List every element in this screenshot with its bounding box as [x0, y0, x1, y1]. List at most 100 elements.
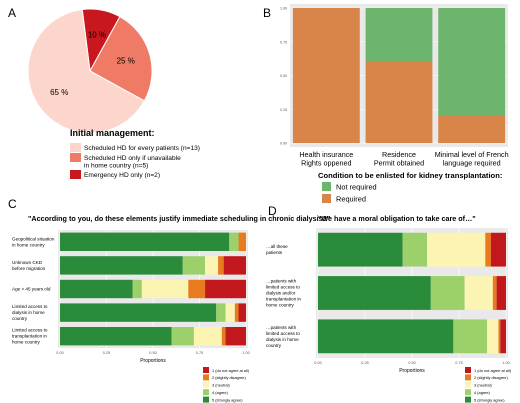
- chart-chartC-bar-segment: [188, 279, 206, 299]
- stacked-bar-chart-c: 0.00 0.25 0.50 0.75 1.00 Proportions Geopoliti…: [12, 230, 250, 403]
- chart-chartD-bar-segment: [464, 276, 493, 310]
- chart-b-legend-title: Condition to be enlisted for kidney tran…: [318, 171, 502, 180]
- chart-chartD-xtick: 1.00: [502, 361, 509, 365]
- chart-chartC-bar-segment: [60, 279, 133, 299]
- chart-chartC-bar-segment: [205, 279, 246, 299]
- chart-chartD-xtick: 0.75: [455, 361, 462, 365]
- panel-letter-b: B: [263, 6, 271, 20]
- chart-chartC-xlabel: Proportions: [140, 358, 166, 364]
- chart-chartC-bar-segment: [60, 303, 217, 322]
- chart-chartC-bar-segment: [238, 232, 246, 252]
- chart-b-bar-required: [438, 116, 506, 143]
- chart-chartC-bar-segment: [205, 256, 219, 275]
- chart-chartD-xtick: 0.50: [408, 361, 415, 365]
- chart-chartC-bar-segment: [182, 256, 206, 275]
- chart-chartD-bar-segment: [318, 232, 403, 267]
- chart-chartC-bar-segment: [221, 326, 226, 346]
- stacked-bar-chart-d: 0.00 0.25 0.50 0.75 1.00 Proportions …all thes…: [266, 228, 512, 403]
- pie-legend-label-2: Emergency HD only (n=2): [84, 172, 160, 179]
- chart-chartC-legend-swatch: [203, 381, 209, 388]
- chart-chartC-bar-segment: [60, 232, 230, 252]
- chart-chartC-legend-label: 2 (slightly disagree): [212, 375, 246, 380]
- chart-chartC-category-label: Geopolitical situation in home country: [12, 236, 55, 247]
- pie-legend: Scheduled HD for every patients (n=13) Sc…: [70, 143, 200, 179]
- chart-b-bar-required: [292, 8, 360, 143]
- pie-chart-a: 10 % 25 % 65 %: [27, 8, 153, 134]
- chart-chartD-legend-swatch: [465, 374, 471, 381]
- chart-chartC-category-label: Age < 45 years old: [12, 287, 51, 292]
- chart-b-ytick: 0.50: [280, 74, 287, 78]
- pie-legend-title: Initial management:: [70, 128, 155, 138]
- pie-legend-swatch-2: [70, 170, 81, 179]
- chart-chartC-category-label: Limited access to transplantation in home …: [12, 328, 48, 345]
- chart-chartC-bar-segment: [238, 303, 246, 322]
- chart-b-legend-label-required: Required: [336, 195, 366, 204]
- chart-b-ytick: 0.25: [280, 108, 287, 112]
- pie-slice-label-2: 10 %: [88, 30, 106, 39]
- panel-letter-d: D: [268, 204, 277, 218]
- chart-chartD-legend-label: 1 (do not agree at all): [474, 368, 512, 373]
- chart-chartD-legend-label: 3 (neutral): [474, 383, 492, 388]
- chart-chartD-xtick: 0.25: [361, 361, 368, 365]
- chart-chartC-bar-segment: [193, 326, 222, 346]
- chart-chartC-bar-segment: [171, 326, 194, 346]
- chart-chartC-xtick: 0.25: [103, 351, 110, 355]
- chart-chartC-bar-segment: [141, 279, 189, 299]
- pie-slice-label-0: 65 %: [50, 88, 68, 97]
- chart-chartD-legend-swatch: [465, 381, 471, 388]
- chart-chartD-legend-swatch: [465, 396, 471, 403]
- chart-b-legend-swatch-not-required: [322, 182, 331, 191]
- chart-b-bar-not-required: [438, 8, 506, 116]
- chart-chartD-category-label: …patients with limited access to dialysis …: [266, 279, 301, 308]
- chart-chartC-bar-segment: [225, 303, 235, 322]
- chart-d-title: "We have a moral obligation to take care…: [318, 214, 476, 223]
- chart-chartD-bar-segment: [498, 319, 501, 354]
- chart-b-category-label: Residence Permit obtained: [374, 150, 424, 168]
- chart-b-legend-label-not-required: Not required: [336, 183, 377, 192]
- chart-chartD-bar-segment: [487, 319, 499, 354]
- chart-b-bar-required: [365, 62, 433, 143]
- chart-chartC-bar-segment: [60, 256, 183, 275]
- chart-c-title: "According to you, do these elements jus…: [28, 214, 330, 223]
- chart-chartC-xtick: 0.00: [56, 351, 63, 355]
- chart-b-bar-not-required: [365, 8, 433, 62]
- pie-slice-0: [27, 8, 146, 134]
- chart-chartC-legend-swatch: [203, 374, 209, 381]
- chart-b-ytick: 0.75: [280, 40, 287, 44]
- chart-chartC-legend-swatch: [203, 389, 209, 396]
- chart-chartD-category-label: …all these patients: [266, 244, 288, 255]
- chart-chartC-legend-label: 5 (strongly agree): [212, 397, 243, 402]
- pie-legend-label-1: Scheduled HD only if unavailable in home …: [84, 155, 181, 170]
- chart-chartD-bar-segment: [485, 232, 491, 267]
- panel-letter-c: C: [8, 197, 17, 211]
- chart-chartD-bar-segment: [492, 276, 497, 310]
- chart-b-ytick: 0.00: [280, 142, 287, 146]
- chart-chartC-legend-swatch: [203, 367, 209, 373]
- chart-chartC-legend-label: 1 (do not agree at all): [212, 368, 250, 373]
- chart-chartC-bar-segment: [225, 326, 246, 346]
- chart-chartD-bar-segment: [402, 232, 428, 267]
- chart-chartD-xlabel: Proportions: [399, 368, 425, 374]
- chart-chartD-legend-swatch: [465, 367, 471, 373]
- pie-legend-swatch-0: [70, 143, 81, 152]
- chart-chartC-category-label: Limited access to dialysis in home country: [12, 304, 48, 321]
- chart-chartC-xtick: 1.00: [242, 351, 249, 355]
- chart-chartD-xtick: 0.00: [314, 361, 321, 365]
- chart-b-category-label: Health insurance Rights oppened: [299, 150, 353, 168]
- chart-chartD-bar-segment: [427, 232, 486, 267]
- chart-chartC-bar-segment: [60, 326, 172, 346]
- panel-letter-a: A: [8, 6, 16, 20]
- chart-chartD-legend-swatch: [465, 389, 471, 396]
- chart-chartD-bar-segment: [453, 319, 488, 354]
- pie-slice-1: [89, 15, 153, 102]
- chart-chartD-bar-segment: [318, 319, 454, 354]
- chart-chartD-legend-label: 4 (agree): [474, 390, 490, 395]
- chart-chartD-bar-segment: [430, 276, 465, 310]
- chart-chartC-bar-segment: [234, 303, 239, 322]
- pie-slice-label-1: 25 %: [117, 57, 135, 66]
- chart-b-ytick: 1.00: [280, 7, 287, 11]
- chart-chartC-bar-segment: [229, 232, 239, 252]
- chart-chartC-xtick: 0.50: [149, 351, 156, 355]
- chart-chartD-bar-segment: [496, 276, 506, 310]
